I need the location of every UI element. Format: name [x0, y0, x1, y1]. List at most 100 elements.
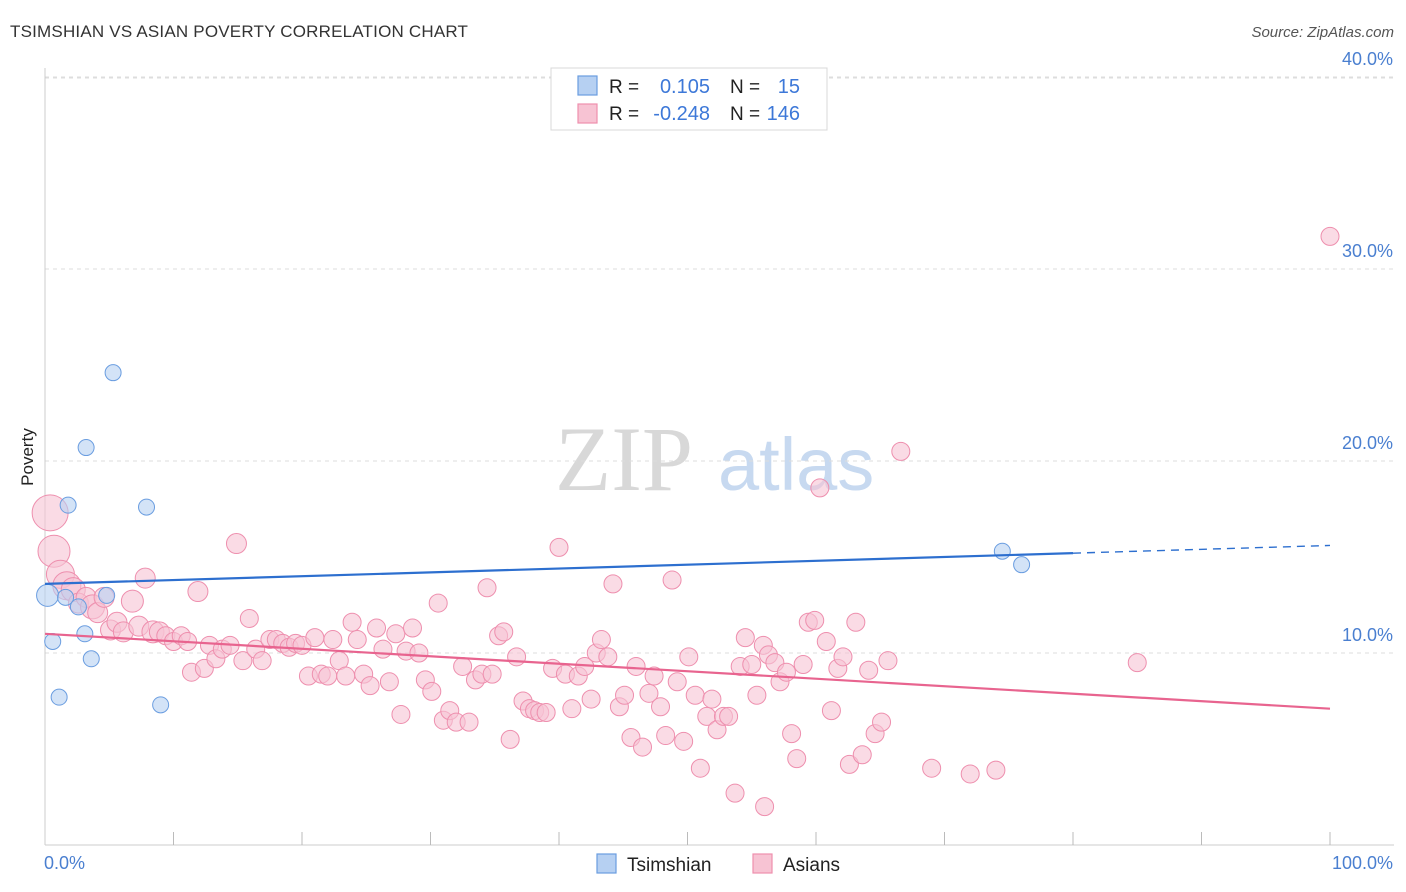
x-axis-ticks [173, 832, 1331, 845]
tsimshian-point [152, 696, 170, 714]
asians-point [735, 628, 755, 648]
tsimshian-point [104, 364, 122, 382]
asians-point [598, 647, 618, 667]
asians-point [422, 681, 442, 701]
bottom-legend: Tsimshian Asians [596, 853, 840, 876]
asians-point [816, 631, 836, 651]
asians-point [615, 685, 635, 705]
asians-point [367, 618, 387, 638]
asians-point [651, 697, 671, 717]
asians-point [656, 726, 676, 746]
asians-point [477, 578, 497, 598]
trend-lines [44, 544, 1331, 710]
asians-point [755, 797, 775, 817]
asians-point [674, 731, 694, 751]
asians-point [323, 630, 343, 650]
y-tick-label-10: 10.0% [1342, 625, 1393, 645]
asians-point [776, 662, 796, 682]
asians-point [859, 660, 879, 680]
tsimshian-point [36, 583, 60, 607]
legend-n-value-1: 15 [778, 76, 800, 98]
tsimshian-point [76, 625, 94, 643]
legend-r-label-2: R = [609, 104, 639, 125]
bottom-legend-label-tsimshian: Tsimshian [627, 855, 711, 876]
asians-point [690, 758, 710, 778]
asians-point [459, 712, 479, 732]
asians-trend-line [44, 632, 1331, 710]
asians-point [821, 701, 841, 721]
asians-point [633, 737, 653, 757]
y-tick-label-40: 40.0% [1342, 49, 1393, 69]
legend-box: R = 0.105 N = 15 R = -0.248 N = 146 [550, 67, 828, 131]
legend-r-value-1: 0.105 [660, 76, 710, 98]
tsimshian-point [50, 688, 68, 706]
asians-point [833, 647, 853, 667]
watermark-atlas: atlas [718, 423, 874, 506]
legend-r-value-2: -0.248 [653, 103, 710, 125]
asians-point [662, 570, 682, 590]
asians-point [639, 683, 659, 703]
asians-point [347, 630, 367, 650]
asians-point [391, 704, 411, 724]
x-tick-label-max: 100.0% [1332, 853, 1393, 873]
tsimshian-trend-line [44, 552, 1074, 585]
asians-point [305, 628, 325, 648]
legend-n-value-2: 146 [767, 103, 800, 125]
asians-point [1320, 226, 1340, 246]
asians-point [239, 608, 259, 628]
asians-point [386, 624, 406, 644]
asians-point [252, 651, 272, 671]
asians-point [922, 758, 942, 778]
asians-point [986, 760, 1006, 780]
asians-point [839, 754, 859, 774]
bottom-legend-label-asians: Asians [783, 855, 840, 876]
legend-r-label-1: R = [609, 77, 639, 98]
asians-point [685, 685, 705, 705]
asians-point [549, 537, 569, 557]
asians-point [805, 610, 825, 630]
asians-point [409, 643, 429, 663]
asians-point [373, 639, 393, 659]
tsimshian-point [98, 586, 116, 604]
asians-point [336, 666, 356, 686]
asians-point [428, 593, 448, 613]
asians-point [500, 729, 520, 749]
x-tick-label-min: 0.0% [44, 853, 85, 873]
asians-point [810, 478, 830, 498]
asians-point [453, 656, 473, 676]
asians-point [379, 672, 399, 692]
asians-points [31, 226, 1340, 817]
asians-point [342, 612, 362, 632]
asians-point [233, 651, 253, 671]
y-tick-labels: 10.0% 20.0% 30.0% 40.0% [1342, 49, 1393, 645]
asians-point [494, 622, 514, 642]
tsimshian-point [44, 632, 62, 650]
asians-point [742, 655, 762, 675]
asians-point [562, 699, 582, 719]
bottom-legend-swatch-tsimshian [596, 853, 617, 874]
y-axis-title: Poverty [18, 428, 37, 486]
asians-point [782, 724, 802, 744]
chart-title: TSIMSHIAN VS ASIAN POVERTY CORRELATION C… [10, 22, 469, 41]
asians-point [318, 666, 338, 686]
asians-point [960, 764, 980, 784]
bottom-legend-swatch-asians [752, 853, 773, 874]
asians-point [878, 651, 898, 671]
asians-point [536, 703, 556, 723]
tsimshian-point [993, 542, 1011, 560]
legend-n-label-2: N = [730, 104, 760, 125]
asians-point [603, 574, 623, 594]
asians-point [134, 567, 156, 589]
asians-point [667, 672, 687, 692]
tsimshian-point [82, 650, 100, 668]
asians-point [482, 664, 502, 684]
asians-point [507, 647, 527, 667]
asians-point [846, 612, 866, 632]
asians-point [852, 745, 872, 765]
asians-point [581, 689, 601, 709]
tsimshian-point [57, 588, 75, 606]
asians-point [747, 685, 767, 705]
asians-point [591, 630, 611, 650]
tsimshian-point [59, 496, 77, 514]
